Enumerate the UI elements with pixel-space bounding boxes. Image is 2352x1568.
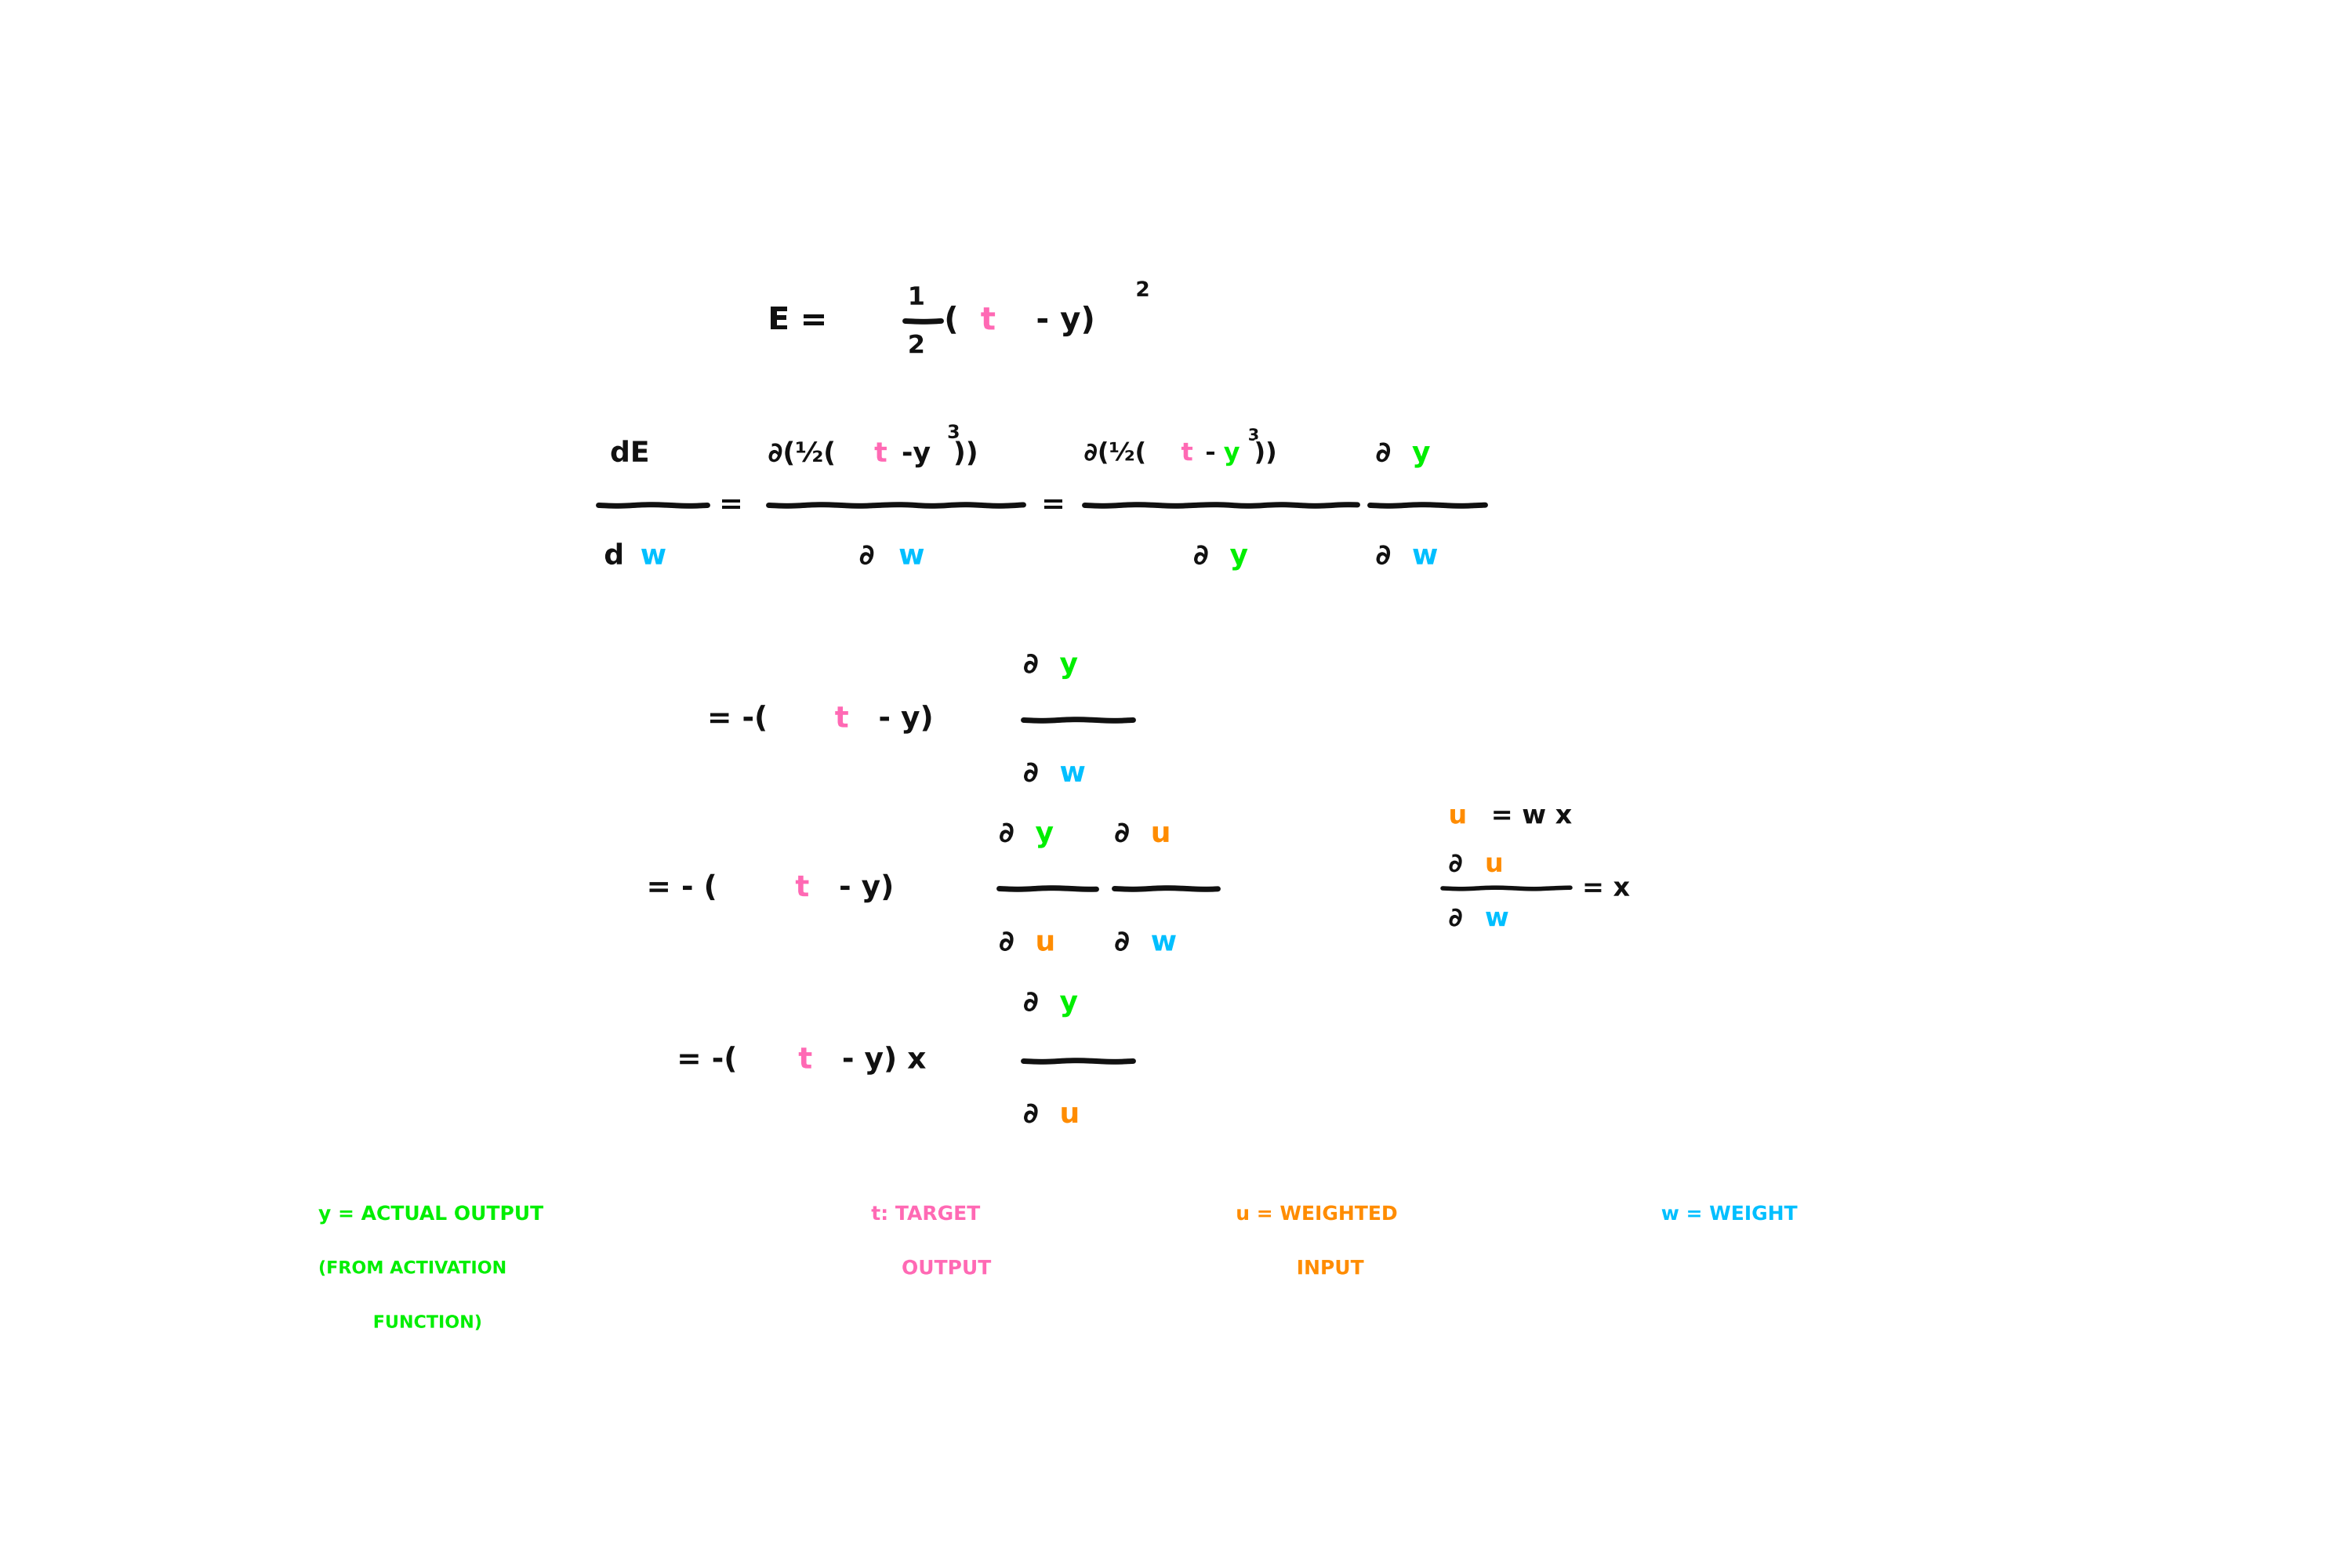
- Text: dE: dE: [609, 441, 649, 467]
- Text: ∂: ∂: [1023, 760, 1040, 787]
- Text: - y): - y): [1014, 306, 1096, 337]
- Text: ∂: ∂: [1000, 930, 1014, 956]
- Text: w = WEIGHT: w = WEIGHT: [1661, 1204, 1797, 1223]
- Text: OUTPUT: OUTPUT: [901, 1259, 990, 1278]
- Text: d: d: [604, 543, 623, 569]
- Text: 2: 2: [1136, 281, 1150, 301]
- Text: 3: 3: [1249, 428, 1258, 444]
- Text: w: w: [1150, 930, 1176, 956]
- Text: E =: E =: [767, 306, 828, 337]
- Text: y = ACTUAL OUTPUT: y = ACTUAL OUTPUT: [318, 1204, 543, 1223]
- Text: = -(: = -(: [708, 706, 767, 734]
- Text: ∂: ∂: [1376, 441, 1390, 467]
- Text: w: w: [1058, 760, 1087, 787]
- Text: w: w: [898, 543, 924, 569]
- Text: )): )): [1254, 442, 1277, 466]
- Text: t: t: [1181, 442, 1192, 466]
- Text: ∂: ∂: [1000, 820, 1014, 847]
- Text: y: y: [1411, 441, 1430, 467]
- Text: t: t: [875, 441, 887, 467]
- Text: ∂: ∂: [1449, 851, 1463, 877]
- Text: = x: = x: [1583, 875, 1630, 902]
- Text: u: u: [1484, 851, 1503, 877]
- Text: ∂: ∂: [1192, 543, 1209, 569]
- Text: y: y: [1230, 543, 1249, 569]
- Text: ∂: ∂: [1023, 652, 1040, 679]
- Text: 1: 1: [908, 285, 924, 310]
- Text: t: t: [795, 875, 809, 903]
- Text: (FROM ACTIVATION: (FROM ACTIVATION: [318, 1261, 506, 1276]
- Text: ∂: ∂: [1023, 989, 1040, 1016]
- Text: y: y: [1223, 442, 1240, 466]
- Text: u = WEIGHTED: u = WEIGHTED: [1235, 1204, 1397, 1223]
- Text: t: TARGET: t: TARGET: [870, 1204, 981, 1223]
- Text: u: u: [1058, 1101, 1080, 1127]
- Text: =: =: [1042, 492, 1065, 519]
- Text: 3: 3: [948, 423, 960, 442]
- Text: (: (: [943, 306, 960, 337]
- Text: = w x: = w x: [1491, 803, 1571, 829]
- Text: -y: -y: [901, 441, 931, 467]
- Text: y: y: [1058, 652, 1077, 679]
- Text: u: u: [1150, 820, 1171, 847]
- Text: ∂: ∂: [1115, 930, 1129, 956]
- Text: - y) x: - y) x: [833, 1046, 927, 1074]
- Text: - y): - y): [828, 875, 903, 903]
- Text: ∂: ∂: [858, 543, 875, 569]
- Text: =: =: [720, 492, 743, 519]
- Text: INPUT: INPUT: [1296, 1259, 1364, 1278]
- Text: w: w: [640, 543, 666, 569]
- Text: -: -: [1204, 442, 1216, 466]
- Text: ∂(½(: ∂(½(: [767, 441, 835, 467]
- Text: )): )): [953, 441, 978, 467]
- Text: y: y: [1035, 820, 1054, 847]
- Text: ∂: ∂: [1115, 820, 1129, 847]
- Text: FUNCTION): FUNCTION): [374, 1316, 482, 1331]
- Text: 2: 2: [908, 334, 924, 359]
- Text: w: w: [1484, 906, 1510, 931]
- Text: ∂(½(: ∂(½(: [1084, 442, 1145, 466]
- Text: u: u: [1449, 803, 1468, 829]
- Text: - y): - y): [868, 706, 943, 734]
- Text: w: w: [1411, 543, 1437, 569]
- Text: ∂: ∂: [1376, 543, 1390, 569]
- Text: t: t: [797, 1046, 811, 1074]
- Text: u: u: [1035, 930, 1056, 956]
- Text: y: y: [1058, 989, 1077, 1016]
- Text: = -(: = -(: [677, 1046, 739, 1074]
- Text: t: t: [835, 706, 849, 734]
- Text: ∂: ∂: [1023, 1101, 1040, 1127]
- Text: t: t: [981, 306, 995, 337]
- Text: = - (: = - (: [647, 875, 717, 903]
- Text: ∂: ∂: [1449, 906, 1463, 931]
